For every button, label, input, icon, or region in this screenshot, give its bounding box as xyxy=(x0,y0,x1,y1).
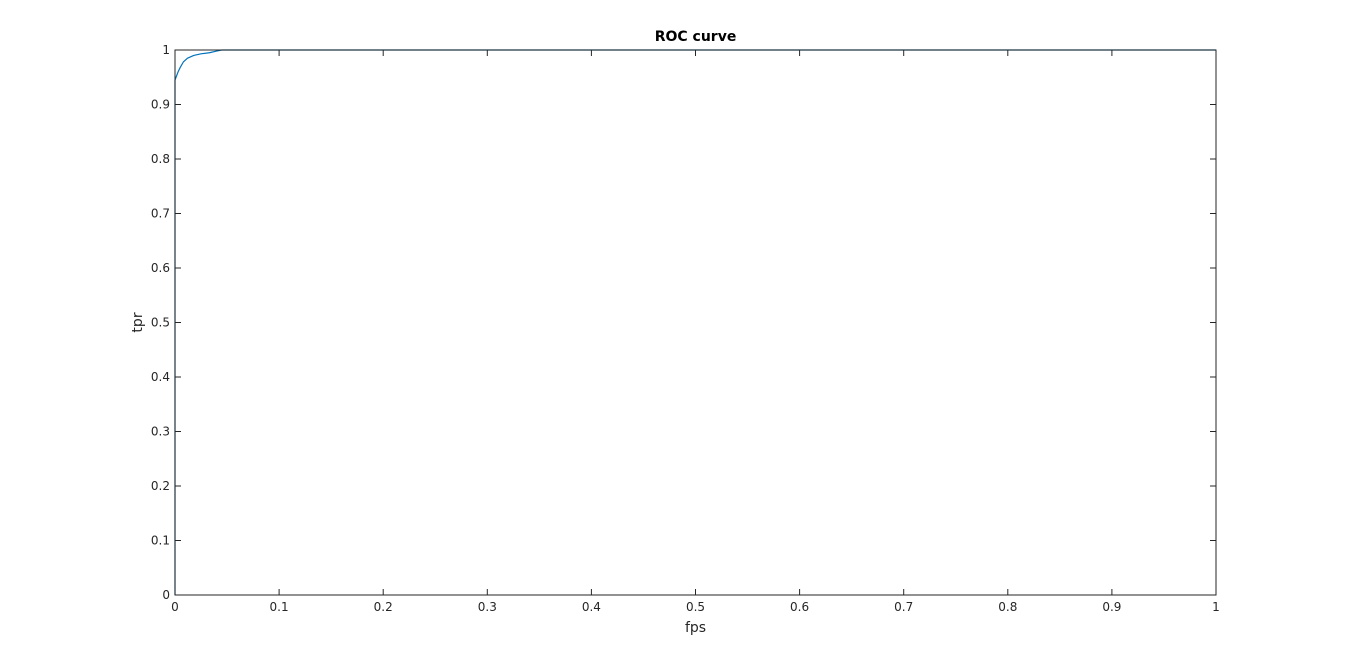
y-axis-label: tpr xyxy=(130,312,146,332)
y-tick-label: 0.3 xyxy=(151,425,170,439)
x-tick-label: 1 xyxy=(1212,600,1220,614)
x-tick-label: 0.5 xyxy=(686,600,705,614)
y-tick-label: 0.8 xyxy=(151,152,170,166)
x-tick-label: 0.4 xyxy=(582,600,601,614)
y-tick-label: 0.9 xyxy=(151,98,170,112)
tick-layer: 0 0.1 0.2 0.3 0.4 0.5 0.6 0.7 0.8 0.9 1 0 0.1 0.2 0.3 0… xyxy=(151,43,1220,614)
y-tick-label: 0 xyxy=(162,588,170,602)
x-tick-label: 0.7 xyxy=(894,600,913,614)
y-tick-label: 0.5 xyxy=(151,316,170,330)
y-tick-label: 0.1 xyxy=(151,534,170,548)
y-tick-label: 0.2 xyxy=(151,479,170,493)
y-tick-label: 0.6 xyxy=(151,261,170,275)
x-tick-label: 0 xyxy=(171,600,179,614)
x-tick-label: 0.8 xyxy=(998,600,1017,614)
x-tick-label: 0.3 xyxy=(478,600,497,614)
y-tick-label: 0.7 xyxy=(151,207,170,221)
x-tick-label: 0.2 xyxy=(374,600,393,614)
chart-title: ROC curve xyxy=(655,29,737,45)
x-tick-label: 0.6 xyxy=(790,600,809,614)
y-tick-label: 1 xyxy=(162,43,170,57)
plot-area xyxy=(175,50,1216,595)
x-axis-label: fps xyxy=(685,620,706,636)
x-tick-label: 0.1 xyxy=(270,600,289,614)
x-tick-label: 0.9 xyxy=(1102,600,1121,614)
y-tick-label: 0.4 xyxy=(151,370,170,384)
